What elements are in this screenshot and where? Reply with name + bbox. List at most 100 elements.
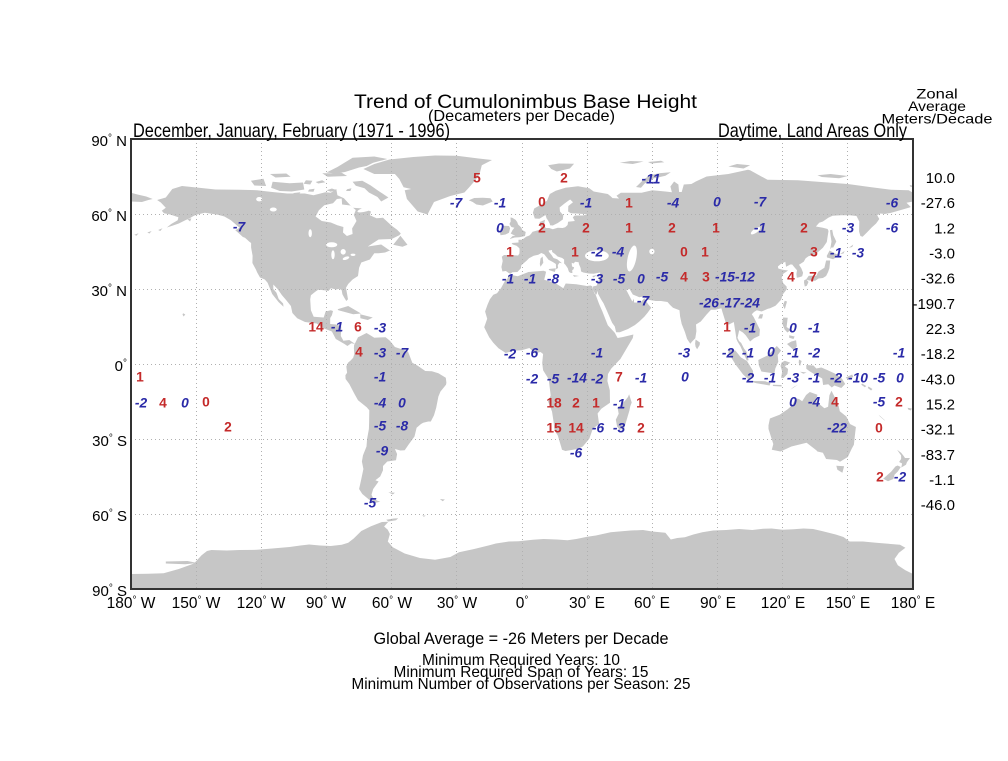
svg-text:-2: -2 <box>135 396 148 411</box>
svg-text:-2: -2 <box>830 371 843 386</box>
svg-text:4: 4 <box>831 395 839 410</box>
svg-text:-1: -1 <box>830 246 842 261</box>
svg-text:-1: -1 <box>893 346 905 361</box>
svg-text:30° E: 30° E <box>569 595 605 612</box>
svg-text:0: 0 <box>496 221 504 236</box>
svg-text:-1.1: -1.1 <box>929 472 955 489</box>
svg-text:0: 0 <box>713 195 721 210</box>
svg-text:-1: -1 <box>787 346 799 361</box>
svg-text:2: 2 <box>668 221 676 236</box>
svg-text:-3.0: -3.0 <box>929 245 955 262</box>
svg-text:90° E: 90° E <box>700 595 736 612</box>
svg-text:-2: -2 <box>504 347 517 362</box>
svg-text:180° W: 180° W <box>107 595 156 612</box>
svg-text:90° N: 90° N <box>91 133 127 150</box>
svg-text:1.2: 1.2 <box>934 220 955 237</box>
svg-text:0: 0 <box>789 321 797 336</box>
svg-text:15: 15 <box>546 421 562 436</box>
svg-text:-1: -1 <box>744 321 756 336</box>
svg-text:-4: -4 <box>808 395 821 410</box>
svg-text:30° W: 30° W <box>437 595 478 612</box>
svg-text:2: 2 <box>538 221 546 236</box>
svg-text:0: 0 <box>181 396 189 411</box>
svg-text:-15: -15 <box>715 270 735 285</box>
svg-text:120° E: 120° E <box>761 595 806 612</box>
svg-text:-11: -11 <box>642 172 661 187</box>
svg-text:-3: -3 <box>678 346 691 361</box>
svg-text:7: 7 <box>809 270 817 285</box>
svg-text:-5: -5 <box>547 372 560 387</box>
svg-text:-83.7: -83.7 <box>921 447 955 464</box>
svg-text:90° S: 90° S <box>92 583 127 600</box>
svg-text:1: 1 <box>592 396 600 411</box>
svg-text:-26: -26 <box>699 296 719 311</box>
svg-text:0: 0 <box>398 396 406 411</box>
svg-text:-2: -2 <box>742 371 755 386</box>
svg-text:-6: -6 <box>592 421 605 436</box>
svg-text:-3: -3 <box>852 246 865 261</box>
svg-text:Global Average = -26 Meters pe: Global Average = -26 Meters per Decade <box>374 629 669 648</box>
svg-text:-43.0: -43.0 <box>921 371 955 388</box>
svg-text:10.0: 10.0 <box>926 170 955 187</box>
svg-text:2: 2 <box>582 221 590 236</box>
svg-text:-6: -6 <box>570 446 583 461</box>
svg-text:-5: -5 <box>873 371 886 386</box>
svg-text:-7: -7 <box>450 196 464 211</box>
svg-text:2: 2 <box>572 396 580 411</box>
svg-text:-7: -7 <box>637 294 651 309</box>
svg-text:-6: -6 <box>886 196 899 211</box>
svg-text:-1: -1 <box>331 320 343 335</box>
svg-text:-7: -7 <box>754 195 768 210</box>
svg-text:150° W: 150° W <box>172 595 221 612</box>
svg-text:3: 3 <box>702 270 710 285</box>
svg-text:-1: -1 <box>591 346 603 361</box>
svg-text:0: 0 <box>789 395 797 410</box>
svg-text:-24: -24 <box>740 296 760 311</box>
svg-text:-22: -22 <box>827 421 847 436</box>
svg-text:-3: -3 <box>842 221 855 236</box>
svg-text:5: 5 <box>473 171 481 186</box>
svg-text:1: 1 <box>625 221 633 236</box>
svg-text:3: 3 <box>810 245 818 260</box>
svg-text:Daytime, Land Areas Only: Daytime, Land Areas Only <box>718 120 907 142</box>
svg-text:0: 0 <box>875 421 883 436</box>
svg-text:-9: -9 <box>376 444 389 459</box>
svg-text:0: 0 <box>681 370 689 385</box>
svg-text:1: 1 <box>136 370 144 385</box>
svg-text:-6: -6 <box>526 346 539 361</box>
svg-text:-14: -14 <box>567 371 587 386</box>
svg-text:180° E: 180° E <box>891 595 936 612</box>
svg-text:-27.6: -27.6 <box>921 195 955 212</box>
svg-text:120° W: 120° W <box>237 595 286 612</box>
svg-text:2: 2 <box>637 421 645 436</box>
svg-text:1: 1 <box>712 221 720 236</box>
svg-text:-1: -1 <box>524 272 536 287</box>
svg-text:-1: -1 <box>580 196 592 211</box>
svg-text:-1: -1 <box>613 397 625 412</box>
svg-text:-10: -10 <box>848 371 868 386</box>
svg-text:-12: -12 <box>735 270 755 285</box>
svg-text:-190.7: -190.7 <box>912 296 955 313</box>
svg-text:6: 6 <box>354 320 362 335</box>
svg-text:-8: -8 <box>547 272 560 287</box>
svg-text:-2: -2 <box>591 372 604 387</box>
svg-text:4: 4 <box>355 345 363 360</box>
svg-text:-1: -1 <box>754 221 766 236</box>
svg-text:-6: -6 <box>886 221 899 236</box>
svg-text:0: 0 <box>538 195 546 210</box>
svg-text:(Decameters per Decade): (Decameters per Decade) <box>428 108 615 125</box>
svg-text:-1: -1 <box>808 321 820 336</box>
svg-text:-32.6: -32.6 <box>921 271 955 288</box>
svg-text:-2: -2 <box>808 346 821 361</box>
svg-text:-5: -5 <box>656 270 669 285</box>
svg-text:14: 14 <box>308 320 324 335</box>
svg-text:60° N: 60° N <box>91 208 127 225</box>
svg-text:December, January, February (1: December, January, February (1971 - 1996… <box>133 120 450 142</box>
svg-text:60° E: 60° E <box>634 595 670 612</box>
svg-text:2: 2 <box>800 221 808 236</box>
svg-text:-3: -3 <box>591 272 604 287</box>
svg-text:60° W: 60° W <box>372 595 413 612</box>
svg-text:2: 2 <box>224 420 232 435</box>
svg-text:1: 1 <box>723 320 731 335</box>
svg-text:-2: -2 <box>526 372 539 387</box>
